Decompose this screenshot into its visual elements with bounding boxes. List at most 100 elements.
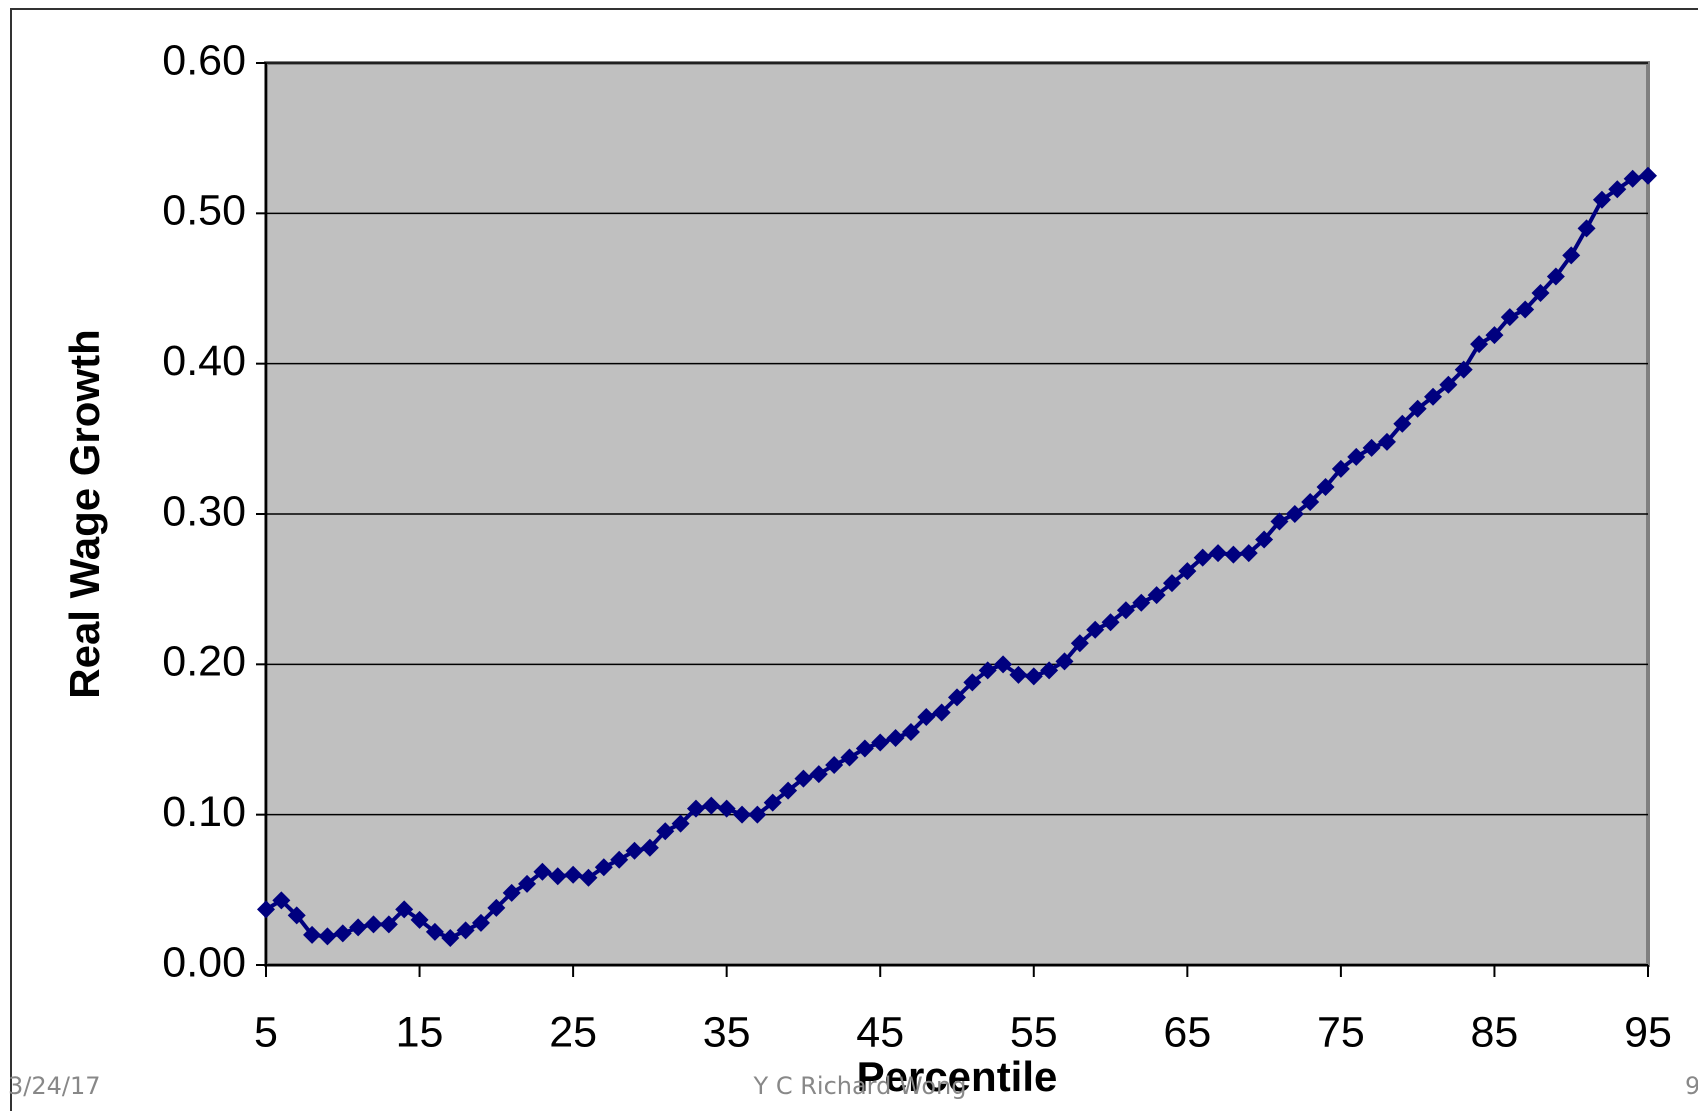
data-marker — [1040, 661, 1059, 680]
data-marker — [948, 688, 966, 707]
data-marker — [871, 733, 890, 752]
data-marker — [1055, 652, 1074, 671]
data-marker — [1270, 512, 1289, 531]
data-marker — [1577, 219, 1596, 238]
data-marker — [502, 883, 521, 902]
data-marker — [1408, 399, 1427, 418]
data-marker — [1393, 414, 1412, 433]
data-marker — [640, 838, 659, 857]
data-marker — [1516, 300, 1535, 319]
x-tick-label: 75 — [1317, 1008, 1365, 1056]
x-tick-label: 85 — [1471, 1008, 1519, 1056]
data-marker — [1439, 375, 1458, 394]
y-axis-title: Real Wage Growth — [61, 329, 108, 699]
data-marker — [779, 781, 798, 800]
data-marker — [1377, 432, 1396, 451]
data-marker — [932, 703, 951, 722]
data-marker — [533, 862, 552, 881]
data-marker — [1162, 574, 1181, 593]
y-tick-label: 0.00 — [162, 938, 246, 986]
data-marker — [441, 928, 460, 947]
footer-page: 9 — [1685, 1072, 1698, 1100]
data-marker — [1086, 620, 1105, 639]
data-marker — [548, 867, 567, 886]
data-marker — [364, 915, 383, 934]
data-marker — [579, 868, 598, 887]
x-tick-label: 15 — [396, 1008, 444, 1056]
data-marker — [333, 924, 352, 943]
data-marker — [994, 655, 1013, 674]
footer-date: 3/24/17 — [8, 1072, 101, 1100]
data-marker — [379, 915, 398, 934]
data-marker — [1470, 335, 1489, 354]
data-marker — [425, 922, 444, 941]
y-tick-label: 0.30 — [162, 487, 246, 535]
data-marker — [686, 799, 705, 818]
data-marker — [1331, 459, 1350, 478]
data-marker — [963, 673, 982, 692]
data-marker — [1239, 544, 1258, 563]
data-marker — [901, 722, 920, 741]
x-tick-label: 95 — [1624, 1008, 1672, 1056]
data-marker — [257, 900, 275, 919]
data-marker — [318, 927, 337, 946]
footer-author: Y C Richard Wong — [753, 1072, 967, 1100]
data-marker — [1224, 545, 1243, 564]
data-marker — [748, 805, 767, 824]
data-marker — [1546, 267, 1565, 286]
data-marker — [1147, 586, 1166, 605]
y-tick-label: 0.50 — [162, 187, 246, 235]
data-marker — [717, 799, 736, 818]
x-tick-label: 45 — [856, 1008, 904, 1056]
data-marker — [1193, 548, 1212, 567]
data-marker — [456, 921, 475, 940]
data-marker — [1316, 477, 1335, 496]
data-marker — [1209, 544, 1228, 563]
data-marker — [410, 910, 429, 929]
y-tick-label: 0.10 — [162, 788, 246, 836]
data-marker — [1531, 284, 1550, 303]
data-marker — [1623, 169, 1642, 188]
data-marker — [395, 900, 414, 919]
data-marker — [656, 822, 675, 841]
data-marker — [794, 769, 813, 788]
data-marker — [1362, 438, 1381, 457]
data-marker — [564, 865, 583, 884]
data-marker — [671, 814, 690, 833]
data-marker — [763, 793, 782, 812]
x-tick-label: 5 — [254, 1008, 278, 1056]
data-marker — [1070, 634, 1089, 653]
data-marker — [855, 739, 874, 758]
x-tick-label: 65 — [1163, 1008, 1211, 1056]
x-tick-label: 25 — [549, 1008, 597, 1056]
y-tick-label: 0.60 — [162, 36, 246, 84]
data-marker — [1024, 667, 1043, 686]
data-marker — [917, 707, 936, 726]
y-tick-label: 0.40 — [162, 337, 246, 385]
data-marker — [886, 728, 905, 747]
data-marker — [1116, 601, 1135, 620]
slide-frame — [10, 8, 1698, 1111]
data-marker — [1608, 180, 1627, 199]
data-marker — [1178, 562, 1197, 581]
x-tick-label: 55 — [1010, 1008, 1058, 1056]
data-marker — [349, 918, 368, 937]
data-marker — [1485, 326, 1504, 345]
data-marker — [809, 765, 828, 784]
data-marker — [487, 898, 506, 917]
data-marker — [303, 925, 322, 944]
data-marker — [625, 841, 644, 860]
data-marker — [1347, 447, 1366, 466]
x-tick-label: 35 — [703, 1008, 751, 1056]
data-marker — [825, 756, 844, 775]
data-marker — [1500, 308, 1519, 327]
data-marker — [840, 748, 859, 767]
data-marker — [1301, 492, 1320, 511]
data-marker — [471, 913, 490, 932]
data-marker — [272, 891, 291, 910]
data-marker — [287, 906, 306, 925]
x-axis-title: Percentile — [857, 1053, 1058, 1100]
data-marker — [1639, 166, 1657, 185]
data-marker — [1562, 246, 1581, 265]
